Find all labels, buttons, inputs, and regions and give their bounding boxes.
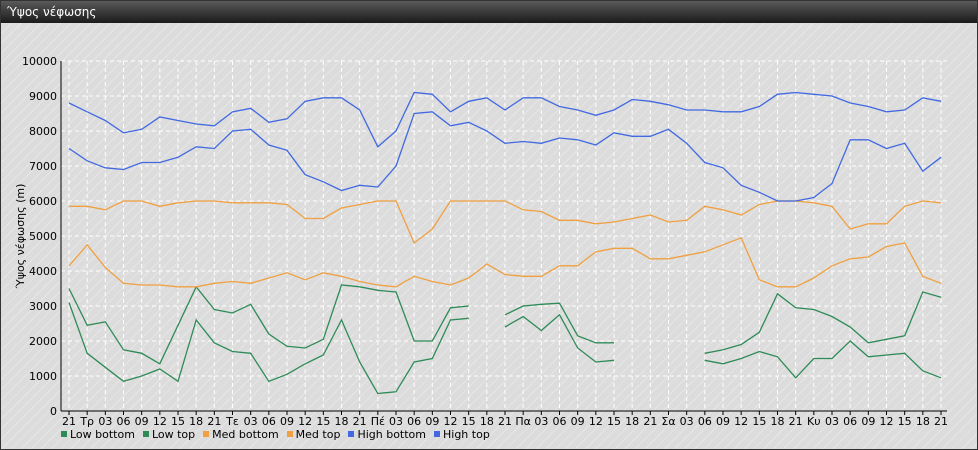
- legend-label: Med top: [295, 427, 341, 441]
- x-tick-label: 15: [752, 415, 766, 428]
- x-tick-label: 12: [153, 415, 167, 428]
- panel-title: Ύψος νέφωσης: [7, 5, 97, 19]
- x-tick-label: 18: [625, 415, 639, 428]
- x-tick-label: 06: [698, 415, 712, 428]
- x-tick-label: 15: [462, 415, 476, 428]
- x-tick-label: Κυ: [807, 415, 821, 428]
- x-tick-label: 21: [643, 415, 657, 428]
- x-tick-label: 06: [407, 415, 421, 428]
- panel-title-bar: Ύψος νέφωσης: [1, 1, 977, 23]
- y-tick-label: 10000: [22, 55, 57, 68]
- x-tick-label: 09: [861, 415, 875, 428]
- legend-swatch: [348, 431, 355, 437]
- x-tick-label: 03: [825, 415, 839, 428]
- y-tick-label: 1000: [29, 370, 57, 383]
- y-tick-label: 2000: [29, 335, 57, 348]
- x-tick-label: Τρ: [79, 415, 94, 428]
- x-tick-label: 03: [98, 415, 112, 428]
- x-tick-label: 12: [298, 415, 312, 428]
- x-tick-label: 06: [262, 415, 276, 428]
- series-line-low-top: [68, 284, 469, 365]
- x-tick-label: Τε: [225, 415, 239, 428]
- y-tick-label: 9000: [29, 90, 57, 103]
- x-tick-label: 18: [771, 415, 785, 428]
- x-tick-label: 03: [534, 415, 548, 428]
- legend-item-med-top[interactable]: Med top: [286, 427, 341, 441]
- legend-item-high-top[interactable]: High top: [434, 428, 490, 441]
- x-tick-label: 03: [389, 415, 403, 428]
- chart-legend: Low bottom Low top Med bottom Med top High b…: [61, 426, 490, 442]
- x-tick-label: 09: [425, 415, 439, 428]
- x-tick-label: 21: [353, 415, 367, 428]
- x-tick-label: 09: [135, 415, 149, 428]
- legend-swatch: [61, 431, 67, 437]
- legend-label: Low bottom: [70, 427, 135, 441]
- x-tick-label: 06: [553, 415, 567, 428]
- x-tick-label: 15: [171, 415, 185, 428]
- x-tick-label: 21: [62, 415, 76, 428]
- y-tick-label: 8000: [29, 125, 57, 138]
- x-tick-label: 15: [607, 415, 621, 428]
- legend-item-high-bottom[interactable]: High bottom: [348, 428, 426, 441]
- series-line-low-bottom: [68, 302, 469, 395]
- x-tick-label: 09: [280, 415, 294, 428]
- y-tick-label: 0: [50, 405, 57, 418]
- x-tick-label: 06: [843, 415, 857, 428]
- x-tick-label: Πα: [515, 415, 531, 428]
- x-tick-label: Πέ: [371, 415, 385, 428]
- legend-swatch: [203, 431, 210, 437]
- x-tick-label: 12: [444, 415, 458, 428]
- x-tick-label: 09: [716, 415, 730, 428]
- x-tick-label: Σα: [661, 415, 675, 428]
- x-tick-label: 18: [916, 415, 930, 428]
- x-tick-label: 18: [480, 415, 494, 428]
- series-line-high-top: [68, 91, 942, 148]
- x-tick-label: 15: [316, 415, 330, 428]
- y-tick-label: 6000: [29, 195, 57, 208]
- series-line-low-top: [504, 302, 614, 344]
- y-tick-label: 7000: [29, 160, 57, 173]
- legend-swatch: [434, 431, 440, 437]
- x-tick-label: 15: [898, 415, 912, 428]
- y-tick-label: 4000: [29, 265, 57, 278]
- series-line-low-bottom: [504, 313, 615, 363]
- legend-item-low-top[interactable]: Low top: [142, 427, 196, 441]
- x-tick-label: 12: [589, 415, 603, 428]
- series-line-low-top: [704, 291, 942, 354]
- series-line-med-bottom: [68, 236, 942, 288]
- x-tick-label: 21: [207, 415, 221, 428]
- x-tick-label: 06: [117, 415, 131, 428]
- series-line-low-bottom: [704, 340, 942, 379]
- y-tick-label: 5000: [29, 230, 57, 243]
- x-tick-label: 21: [498, 415, 512, 428]
- x-tick-label: 21: [934, 415, 948, 428]
- legend-label: Low top: [151, 427, 196, 441]
- series-line-high-bottom: [68, 111, 942, 202]
- y-axis-label: Ύψος νέφωσης (m): [14, 184, 27, 290]
- x-tick-label: 21: [789, 415, 803, 428]
- x-tick-label: 03: [244, 415, 258, 428]
- chart-area: 0 1000 2000 3000 4000 5000 6000 7000 8000 9000 100…: [1, 23, 977, 449]
- x-tick-label: 03: [680, 415, 694, 428]
- x-tick-label: 09: [571, 415, 585, 428]
- legend-swatch: [286, 431, 293, 437]
- legend-item-med-bottom[interactable]: Med bottom: [203, 428, 279, 441]
- legend-item-low-bottom[interactable]: Low bottom: [61, 428, 135, 441]
- legend-label: High bottom: [357, 427, 426, 441]
- cloud-height-chart: 0 1000 2000 3000 4000 5000 6000 7000 8000 9000 100…: [14, 55, 948, 428]
- legend-label: Med bottom: [212, 427, 279, 441]
- x-tick-label: 18: [335, 415, 349, 428]
- y-tick-label: 3000: [29, 300, 57, 313]
- x-tick-label: 12: [880, 415, 894, 428]
- legend-label: High top: [443, 427, 490, 441]
- legend-swatch: [142, 431, 149, 437]
- x-tick-label: 18: [189, 415, 203, 428]
- x-tick-label: 12: [734, 415, 748, 428]
